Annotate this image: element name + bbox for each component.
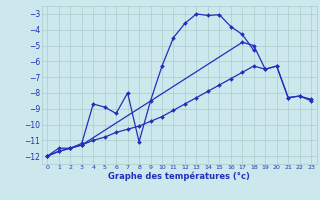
X-axis label: Graphe des températures (°c): Graphe des températures (°c) [108, 172, 250, 181]
